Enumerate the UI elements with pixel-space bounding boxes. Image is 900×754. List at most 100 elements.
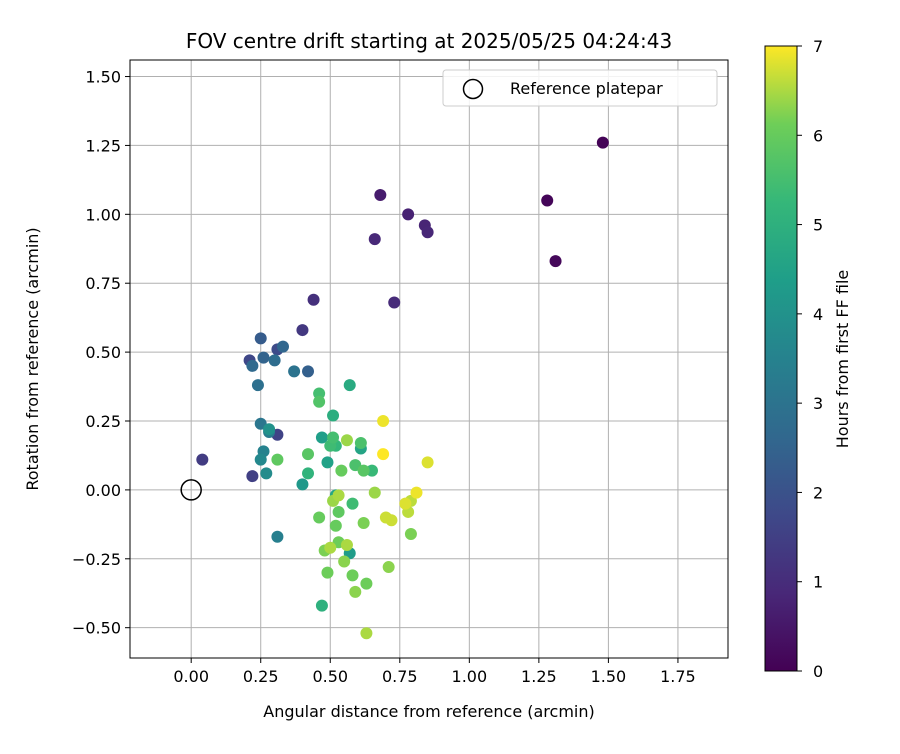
scatter-point <box>404 527 417 540</box>
scatter-point <box>296 478 309 491</box>
colorbar: 0 1 2 3 4 5 6 7 Hours from first FF file <box>764 37 852 681</box>
scatter-point <box>257 351 270 364</box>
legend-open-circle-marker <box>462 78 484 100</box>
plot-area-frame <box>129 59 729 659</box>
scatter-point <box>402 208 415 221</box>
scatter-point <box>377 448 390 461</box>
x-tick-label: 1.50 <box>591 667 627 686</box>
scatter-point <box>313 387 326 400</box>
scatter-point <box>313 511 326 524</box>
x-tick-label: 0.75 <box>382 667 418 686</box>
scatter-point <box>421 456 434 469</box>
scatter-point <box>399 497 412 510</box>
reference-platepar-marker <box>180 479 202 501</box>
reference-marker-layer <box>180 479 202 501</box>
scatter-point <box>421 226 434 239</box>
scatter-point <box>313 395 326 408</box>
y-axis-ticks: −0.50 −0.25 0.00 0.25 0.50 0.75 1.00 1.25 1.50 <box>72 68 130 638</box>
scatter-point <box>360 627 373 640</box>
scatter-point <box>246 359 259 372</box>
scatter-point <box>307 293 320 306</box>
scatter-point <box>357 464 370 477</box>
grid-lines <box>130 60 728 658</box>
scatter-point <box>196 453 209 466</box>
scatter-point <box>382 561 395 574</box>
scatter-point <box>368 486 381 499</box>
y-axis-title: Rotation from reference (arcmin) <box>23 227 42 490</box>
scatter-point <box>329 519 342 532</box>
scatter-point <box>324 541 337 554</box>
colorbar-tick-label: 3 <box>813 394 823 413</box>
scatter-point <box>368 233 381 246</box>
scatter-point <box>332 489 345 502</box>
scatter-point <box>410 486 423 499</box>
scatter-point <box>377 415 390 428</box>
scatter-point <box>302 365 315 378</box>
scatter-point <box>254 453 267 466</box>
scatter-point <box>276 340 289 353</box>
scatter-point <box>385 514 398 527</box>
colorbar-tick-label: 4 <box>813 305 823 324</box>
scatter-point <box>268 354 281 367</box>
colorbar-tick-label: 1 <box>813 573 823 592</box>
y-tick-label: −0.50 <box>72 619 121 638</box>
scatter-point <box>263 423 276 436</box>
x-tick-label: 0.00 <box>173 667 209 686</box>
scatter-point <box>302 448 315 461</box>
scatter-point <box>271 453 284 466</box>
scatter-point <box>541 194 554 207</box>
colorbar-tick-label: 0 <box>813 662 823 681</box>
scatter-point <box>365 464 378 477</box>
chart-title: FOV centre drift starting at 2025/05/25 … <box>186 29 672 53</box>
scatter-point <box>332 505 345 518</box>
scatter-point <box>315 599 328 612</box>
x-axis-ticks: 0.00 0.25 0.50 0.75 1.00 1.25 1.50 1.75 <box>173 658 696 686</box>
y-tick-label: 1.25 <box>85 136 121 155</box>
scatter-points <box>196 136 609 640</box>
scatter-point <box>346 497 359 510</box>
y-tick-label: −0.25 <box>72 550 121 569</box>
scatter-point <box>327 431 340 444</box>
colorbar-ticks: 0 1 2 3 4 5 6 7 <box>797 37 823 681</box>
colorbar-tick-label: 5 <box>813 216 823 235</box>
colorbar-label: Hours from first FF file <box>833 270 852 449</box>
x-axis-title: Angular distance from reference (arcmin) <box>263 702 594 721</box>
scatter-point <box>349 585 362 598</box>
scatter-point <box>321 456 334 469</box>
scatter-point <box>357 516 370 529</box>
x-tick-label: 1.75 <box>660 667 696 686</box>
y-tick-label: 1.00 <box>85 205 121 224</box>
colorbar-tick-label: 6 <box>813 126 823 145</box>
y-tick-label: 0.25 <box>85 412 121 431</box>
scatter-point <box>340 539 353 552</box>
legend: Reference platepar <box>442 69 718 107</box>
scatter-point <box>315 431 328 444</box>
x-tick-label: 0.50 <box>312 667 348 686</box>
colorbar-tick-label: 2 <box>813 483 823 502</box>
scatter-point <box>388 296 401 309</box>
y-tick-label: 1.50 <box>85 68 121 87</box>
scatter-point <box>549 255 562 268</box>
scatter-point <box>596 136 609 149</box>
y-tick-label: 0.50 <box>85 343 121 362</box>
scatter-point <box>340 434 353 447</box>
scatter-point <box>346 569 359 582</box>
colorbar-gradient <box>764 45 798 672</box>
x-tick-label: 0.25 <box>243 667 279 686</box>
scatter-point <box>271 530 284 543</box>
legend-label: Reference platepar <box>510 79 663 98</box>
scatter-point <box>254 332 267 345</box>
colorbar-tick-label: 7 <box>813 37 823 56</box>
scatter-point <box>338 555 351 568</box>
scatter-point <box>260 467 273 480</box>
scatter-point <box>327 409 340 422</box>
x-tick-label: 1.25 <box>521 667 557 686</box>
scatter-point <box>302 467 315 480</box>
scatter-point <box>288 365 301 378</box>
y-tick-label: 0.75 <box>85 274 121 293</box>
scatter-point <box>374 189 387 202</box>
scatter-point <box>321 566 334 579</box>
scatter-point <box>360 577 373 590</box>
